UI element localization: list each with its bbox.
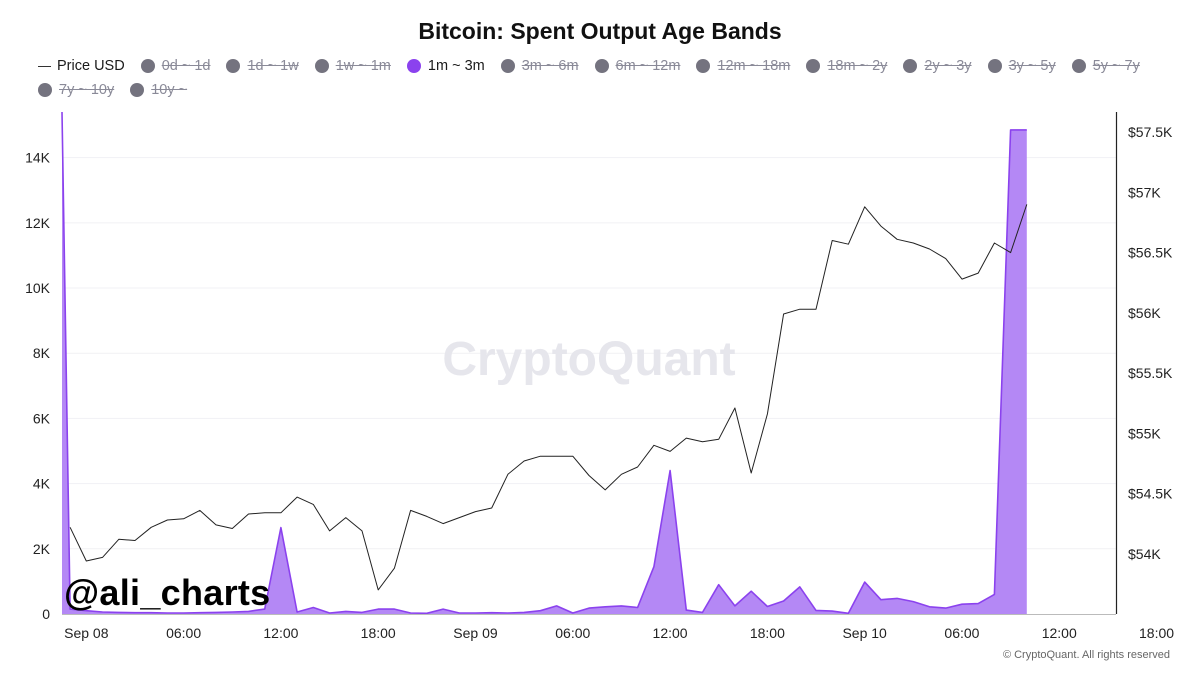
series-price-usd: [69, 204, 1028, 591]
x-tick-label: 12:00: [1042, 625, 1077, 641]
legend-dot-marker: [38, 83, 52, 97]
y-right-tick-label: $55.5K: [1128, 365, 1173, 381]
legend-dot-marker: [1071, 59, 1086, 73]
x-tick-label: 18:00: [361, 625, 396, 641]
legend-dot-marker: [226, 59, 241, 73]
legend-item-5y-7y[interactable]: 5y ~ 7y: [1071, 56, 1140, 76]
legend-dot-marker: [696, 59, 711, 73]
x-tick-label: Sep 08: [64, 625, 109, 641]
legend-label: Price USD: [57, 58, 125, 74]
legend-dot-marker: [594, 59, 609, 73]
legend-label: 2y ~ 3y: [924, 58, 972, 74]
legend-item-2y-3y[interactable]: 2y ~ 3y: [903, 56, 972, 76]
legend-item-0d-1d[interactable]: 0d ~ 1d: [140, 56, 211, 76]
legend-dot-marker: [500, 59, 515, 73]
y-left-tick-label: 8K: [33, 345, 51, 361]
legend-label: 10y ~: [151, 82, 188, 98]
y-right-tick-label: $54K: [1128, 546, 1161, 562]
y-right-tick-label: $57K: [1128, 184, 1161, 200]
y-left-tick-label: 10K: [25, 280, 51, 296]
legend-label: 7y ~ 10y: [59, 82, 115, 98]
legend-label: 3y ~ 5y: [1008, 58, 1056, 74]
x-tick-label: 06:00: [555, 625, 590, 641]
legend-item-18m-2y[interactable]: 18m ~ 2y: [806, 56, 887, 76]
axes: [62, 112, 1118, 615]
x-tick-label: 12:00: [653, 625, 688, 641]
series-1m-3m: [61, 111, 1027, 615]
x-tick-label: 06:00: [944, 625, 979, 641]
y-right-tick-label: $54.5K: [1128, 486, 1173, 502]
tick-labels: 0 2K 4K 6K 8K 10K 12K 14K $54K $54.5K $55K $55.5K $5…: [25, 124, 1174, 641]
legend-dot-marker: [987, 59, 1002, 73]
y-left-tick-label: 2K: [33, 541, 51, 557]
x-tick-label: 18:00: [750, 625, 785, 641]
y-right-tick-label: $57.5K: [1128, 124, 1173, 140]
y-left-tick-label: 0: [42, 606, 50, 622]
legend-dot-marker: [903, 59, 918, 73]
legend-dot-marker: [140, 59, 155, 73]
price-line: [69, 204, 1028, 591]
legend-item-1w-1m[interactable]: 1w ~ 1m: [314, 56, 391, 76]
legend-label: 5y ~ 7y: [1092, 58, 1140, 74]
band-area-line: [61, 111, 1027, 615]
legend-label: 0d ~ 1d: [161, 58, 211, 74]
y-right-tick-label: $56.5K: [1128, 245, 1173, 261]
legend-dot-marker: [806, 59, 821, 73]
legend-label: 1d ~ 1w: [247, 58, 299, 74]
legend-dot-marker: [406, 59, 421, 73]
x-tick-label: 12:00: [263, 625, 298, 641]
copyright: © CryptoQuant. All rights reserved: [1002, 649, 1170, 661]
legend-item-3m-6m[interactable]: 3m ~ 6m: [500, 56, 579, 76]
y-left-tick-label: 6K: [33, 410, 51, 426]
y-left-tick-label: 4K: [33, 476, 51, 492]
legend-item-1m-3m[interactable]: 1m ~ 3m: [406, 56, 485, 76]
legend-item-12m-18m[interactable]: 12m ~ 18m: [696, 56, 790, 76]
watermark: CryptoQuant: [442, 333, 735, 386]
legend-line-marker: [38, 65, 51, 67]
y-right-tick-label: $55K: [1128, 425, 1161, 441]
legend-dot-marker: [130, 83, 145, 97]
legend-item-price-usd[interactable]: Price USD: [38, 56, 125, 76]
y-left-tick-label: 14K: [25, 150, 51, 166]
author-handle: @ali_charts: [64, 572, 271, 613]
legend-item-10y[interactable]: 10y ~: [130, 80, 187, 100]
x-tick-label: Sep 09: [453, 625, 498, 641]
gridlines: [62, 157, 1116, 550]
y-right-tick-label: $56K: [1128, 305, 1161, 321]
legend-dot-marker: [314, 59, 329, 73]
chart-title: Bitcoin: Spent Output Age Bands: [418, 18, 782, 44]
legend-item-3y-5y[interactable]: 3y ~ 5y: [987, 56, 1056, 76]
legend-label: 6m ~ 12m: [615, 58, 681, 74]
x-tick-label: 18:00: [1139, 625, 1174, 641]
legend-item-1d-1w[interactable]: 1d ~ 1w: [226, 56, 299, 76]
x-tick-label: Sep 10: [842, 625, 887, 641]
legend-label: 18m ~ 2y: [827, 58, 888, 74]
legend-label: 1m ~ 3m: [427, 58, 485, 74]
legend-item-6m-12m[interactable]: 6m ~ 12m: [594, 56, 681, 76]
y-left-tick-label: 12K: [25, 215, 51, 231]
legend-label: 3m ~ 6m: [521, 58, 579, 74]
legend-label: 1w ~ 1m: [335, 58, 391, 74]
x-tick-label: 06:00: [166, 625, 201, 641]
legend-item-7y-10y[interactable]: 7y ~ 10y: [38, 80, 114, 100]
legend-label: 12m ~ 18m: [717, 58, 791, 74]
chart-legend: Price USD 0d ~ 1d 1d ~ 1w 1w ~ 1m 1m ~ 3m 3m …: [38, 56, 1178, 100]
